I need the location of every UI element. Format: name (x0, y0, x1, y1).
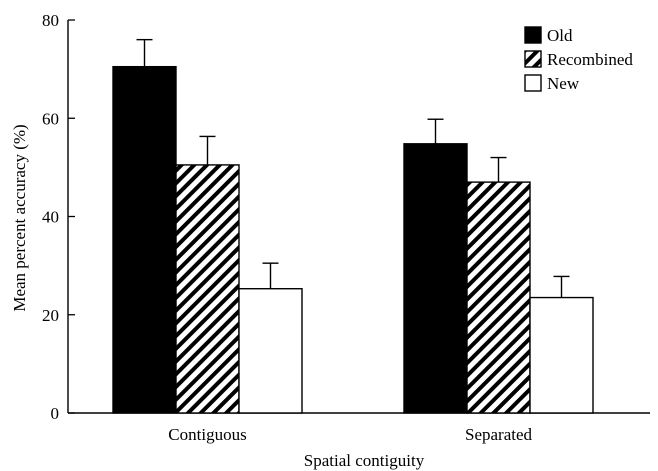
legend-swatch-old (524, 26, 542, 44)
x-axis-label: Spatial contiguity (304, 451, 425, 470)
bar-new-contiguous (238, 288, 303, 414)
bar-old-contiguous (112, 65, 177, 414)
legend-label-new: New (547, 74, 580, 93)
bars (112, 65, 594, 414)
legend-swatch-new (524, 74, 542, 92)
y-tick-label: 0 (51, 404, 60, 423)
y-tick-label: 40 (42, 208, 59, 227)
y-ticks: 0 20 40 60 80 (42, 11, 75, 423)
legend: Old Recombined New (524, 26, 633, 93)
bar-recombined-separated (466, 181, 531, 414)
legend-swatch-recombined (524, 50, 542, 68)
error-bars (136, 38, 570, 298)
y-axis-label: Mean percent accuracy (%) (10, 124, 29, 311)
bar-new-separated (529, 296, 594, 414)
legend-label-recombined: Recombined (547, 50, 633, 69)
legend-label-old: Old (547, 26, 573, 45)
y-tick-label: 80 (42, 11, 59, 30)
bar-recombined-contiguous (175, 164, 240, 414)
x-tick-labels: Contiguous Separated (168, 425, 532, 444)
x-tick-label: Contiguous (168, 425, 246, 444)
x-tick-label: Separated (465, 425, 533, 444)
y-tick-label: 60 (42, 109, 59, 128)
y-tick-label: 20 (42, 306, 59, 325)
bar-old-separated (403, 143, 468, 414)
